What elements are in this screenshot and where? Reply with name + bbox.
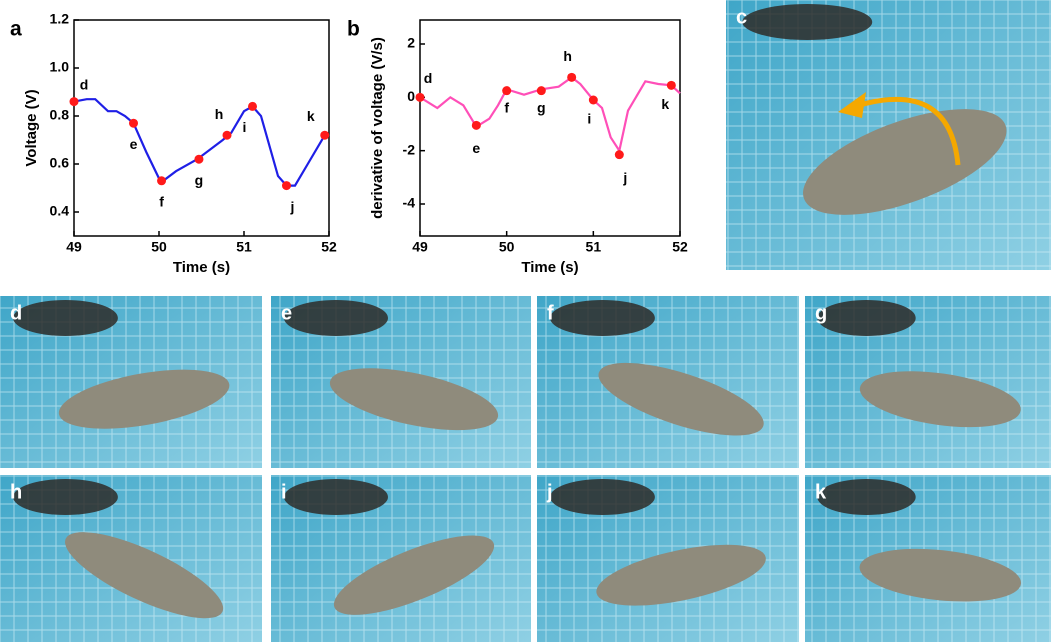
photo-label: c [736,6,747,28]
y-tick-label: 1.2 [50,11,70,27]
x-tick-label: 51 [236,239,252,255]
figure: c d e f g h i j k a 49 50 51 52 0.4 0.6 0.8 1.0 1.2 Time (… [0,0,1051,642]
x-axis-label: Time (s) [173,259,230,276]
photo-label: f [547,302,554,324]
marker [667,81,676,90]
marker [567,73,576,82]
marker-label: f [159,194,164,210]
dark-seal [742,4,872,40]
marker [248,102,257,111]
dark-seal [284,300,388,336]
marker [472,121,481,130]
x-tick-label: 52 [672,239,688,255]
y-tick-label: 0.8 [50,107,70,123]
marker-label: h [215,106,224,122]
y-tick-label: 2 [407,35,415,51]
y-tick-label: 1.0 [50,59,70,75]
y-tick-label: 0 [407,88,415,104]
x-tick-label: 49 [66,239,82,255]
marker [589,96,598,105]
marker-label: j [290,198,295,214]
marker [194,155,203,164]
marker-label: e [130,136,138,152]
marker-label: k [307,108,315,124]
marker-label: g [537,99,546,115]
marker [223,131,232,140]
dark-seal [284,479,388,515]
marker [416,93,425,102]
dark-seal [550,479,655,515]
x-axis-label: Time (s) [521,259,578,276]
photo-label: k [815,481,827,503]
dark-seal [13,300,118,336]
y-tick-label: -4 [403,195,416,211]
photo-label: j [546,481,553,503]
marker [615,150,624,159]
marker [537,86,546,95]
marker-label: k [661,96,669,112]
panel-label: b [347,18,360,41]
y-tick-label: 0.4 [50,203,70,219]
x-tick-label: 52 [321,239,337,255]
photo-label: d [10,302,22,324]
x-tick-label: 51 [586,239,602,255]
photo-label: i [281,481,287,503]
photo-label: h [10,481,22,503]
line [420,77,680,150]
photo-label: e [281,302,292,324]
x-tick-label: 50 [151,239,167,255]
y-tick-label: 0.6 [50,155,70,171]
y-axis-label: Voltage (V) [23,89,40,166]
dark-seal [13,479,118,515]
marker-label: i [243,119,247,135]
panel-label: a [10,18,22,41]
marker-label: g [195,172,204,188]
marker-label: f [504,99,509,115]
marker [157,176,166,185]
dark-seal [550,300,655,336]
marker-label: d [424,70,433,86]
marker-label: e [472,140,480,156]
marker-label: d [80,76,89,92]
marker [70,97,79,106]
marker [502,86,511,95]
marker-label: j [622,169,627,185]
marker [129,119,138,128]
photo-label: g [815,302,827,324]
marker-label: h [563,48,572,64]
dark-seal [817,479,915,515]
marker [282,181,291,190]
x-tick-label: 49 [412,239,428,255]
marker [320,131,329,140]
x-tick-label: 50 [499,239,515,255]
plot-frame [420,20,680,236]
photo-panels: c d e f g h i j k [0,0,1051,642]
dark-seal [817,300,915,336]
marker-label: i [587,111,591,127]
y-tick-label: -2 [403,141,416,157]
y-axis-label: derivative of voltage (V/s) [369,37,386,219]
